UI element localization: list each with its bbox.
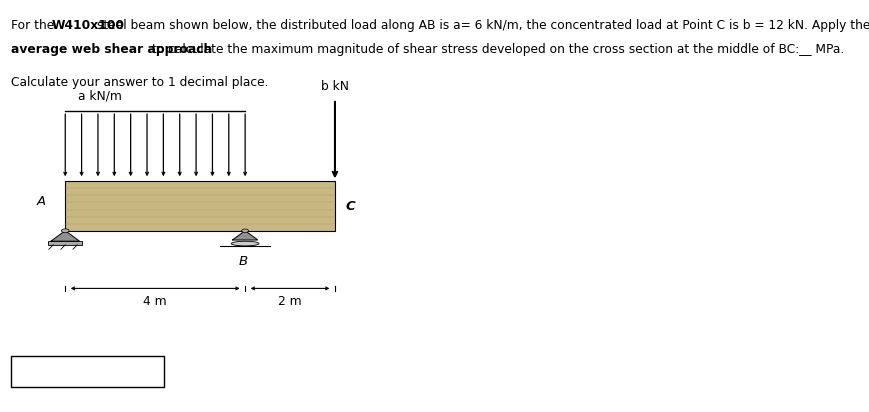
- Text: W410x100: W410x100: [51, 19, 124, 32]
- Circle shape: [242, 229, 249, 232]
- FancyBboxPatch shape: [48, 241, 83, 245]
- Polygon shape: [232, 231, 257, 240]
- Text: Calculate your answer to 1 decimal place.: Calculate your answer to 1 decimal place…: [11, 76, 269, 89]
- Ellipse shape: [231, 241, 259, 246]
- Circle shape: [61, 229, 70, 233]
- Text: A: A: [37, 195, 46, 208]
- Text: average web shear approach: average web shear approach: [11, 43, 212, 56]
- Text: steel beam shown below, the distributed load along AB is a= 6 kN/m, the concentr: steel beam shown below, the distributed …: [93, 19, 869, 32]
- Text: to calculate the maximum magnitude of shear stress developed on the cross sectio: to calculate the maximum magnitude of sh…: [148, 43, 843, 56]
- Text: B: B: [239, 255, 248, 269]
- Polygon shape: [51, 231, 79, 241]
- Text: b kN: b kN: [321, 80, 348, 93]
- Text: 2 m: 2 m: [278, 295, 302, 308]
- Text: a kN/m: a kN/m: [78, 90, 122, 103]
- Text: C: C: [345, 199, 355, 213]
- Text: For the: For the: [11, 19, 58, 32]
- Text: 4 m: 4 m: [143, 295, 167, 308]
- Bar: [11, 356, 163, 387]
- Bar: [65, 181, 335, 231]
